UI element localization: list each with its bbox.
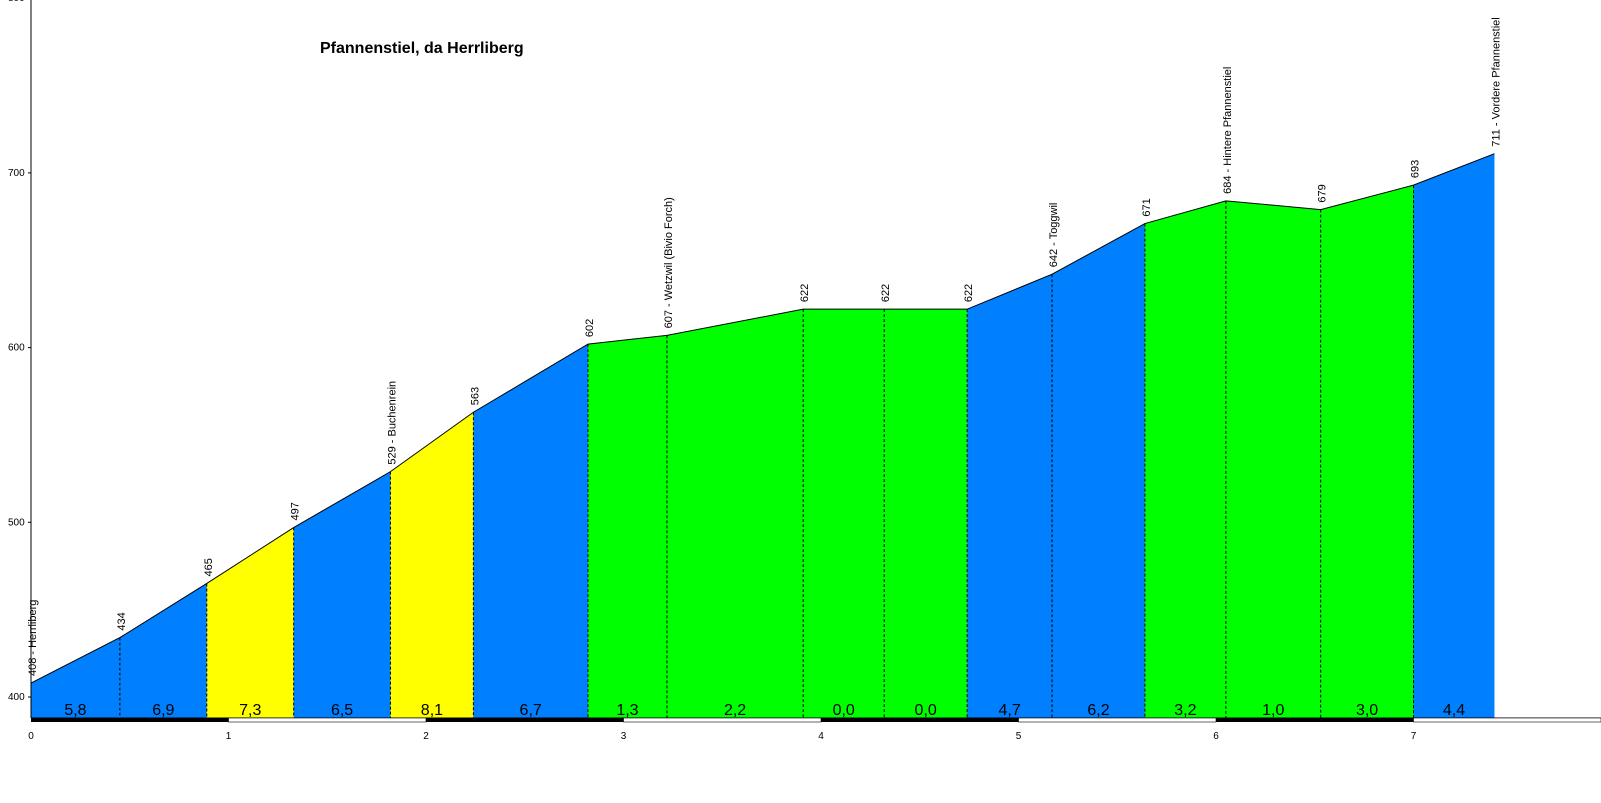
point-label: 671 xyxy=(1141,198,1153,216)
x-scale-block xyxy=(623,717,822,723)
grade-label: 2,2 xyxy=(724,702,746,719)
point-label: 529 - Buchenrein xyxy=(386,381,398,465)
y-tick-label: 500 xyxy=(8,517,25,528)
point-label: 711 - Vordere Pfannenstiel xyxy=(1490,17,1502,146)
profile-segment xyxy=(1413,153,1495,719)
profile-outline xyxy=(30,153,1495,684)
x-scale-block xyxy=(1216,718,1414,722)
point-label: 408 - Herrliberg xyxy=(27,600,39,676)
x-tick-label: 7 xyxy=(1411,731,1417,742)
point-label: 602 xyxy=(584,319,596,337)
x-tick-label: 6 xyxy=(1213,731,1219,742)
point-label: 693 xyxy=(1410,160,1422,178)
profile-segment xyxy=(666,309,804,718)
grade-label: 1,0 xyxy=(1262,702,1284,719)
chart-title: Pfannenstiel, da Herrliberg xyxy=(320,40,524,57)
profile-segment xyxy=(587,335,667,718)
profile-segment xyxy=(884,309,968,718)
point-label: 563 xyxy=(469,387,481,405)
grade-label: 0,0 xyxy=(915,702,937,719)
point-label: 679 xyxy=(1317,184,1329,202)
x-scale-block xyxy=(426,718,624,722)
profile-segment xyxy=(1320,185,1414,718)
profile-segment xyxy=(119,583,207,718)
profile-segment xyxy=(967,274,1053,718)
point-label: 684 - Hintere Pfannenstiel xyxy=(1222,67,1234,194)
profile-segment xyxy=(31,637,120,718)
x-scale-block xyxy=(821,718,1019,722)
profile-segment xyxy=(803,309,885,718)
grade-label: 3,2 xyxy=(1174,702,1196,719)
profile-segment xyxy=(390,412,474,718)
profile-segment xyxy=(1052,223,1145,719)
grade-label: 6,7 xyxy=(520,702,542,719)
x-tick-label: 2 xyxy=(423,731,429,742)
grade-label: 3,0 xyxy=(1356,702,1378,719)
profile-segment xyxy=(206,527,294,718)
grade-label: 6,5 xyxy=(331,702,353,719)
grade-label: 8,1 xyxy=(421,702,443,719)
grade-label: 6,9 xyxy=(152,702,174,719)
y-tick-label: 800 xyxy=(8,0,25,4)
x-tick-label: 5 xyxy=(1016,731,1022,742)
grade-label: 0,0 xyxy=(833,702,855,719)
y-tick-label: 700 xyxy=(8,168,25,179)
y-tick-label: 600 xyxy=(8,343,25,354)
profile-segment xyxy=(293,471,391,718)
point-label: 607 - Wetzwil (Bivio Forch) xyxy=(663,197,675,328)
point-label: 622 xyxy=(963,284,975,302)
grade-label: 4,4 xyxy=(1443,702,1465,719)
point-label: 465 xyxy=(203,558,215,576)
x-tick-label: 1 xyxy=(226,731,232,742)
point-label: 497 xyxy=(290,502,302,520)
point-label: 622 xyxy=(880,284,892,302)
profile-segment xyxy=(473,344,588,718)
x-scale-block xyxy=(1413,717,1601,723)
x-tick-label: 0 xyxy=(28,731,34,742)
point-label: 622 xyxy=(799,284,811,302)
grade-label: 5,8 xyxy=(64,702,86,719)
x-tick-label: 3 xyxy=(621,731,627,742)
x-scale-block xyxy=(31,718,229,722)
profile-segment xyxy=(1225,200,1321,719)
grade-label: 7,3 xyxy=(239,702,261,719)
grade-label: 6,2 xyxy=(1087,702,1109,719)
y-tick-label: 400 xyxy=(8,692,25,703)
point-label: 642 - Toggwil xyxy=(1048,203,1060,268)
grade-label: 1,3 xyxy=(616,702,638,719)
profile-segment xyxy=(1144,200,1226,719)
x-tick-label: 4 xyxy=(818,731,824,742)
point-label: 434 xyxy=(116,612,128,630)
grade-label: 4,7 xyxy=(998,702,1020,719)
